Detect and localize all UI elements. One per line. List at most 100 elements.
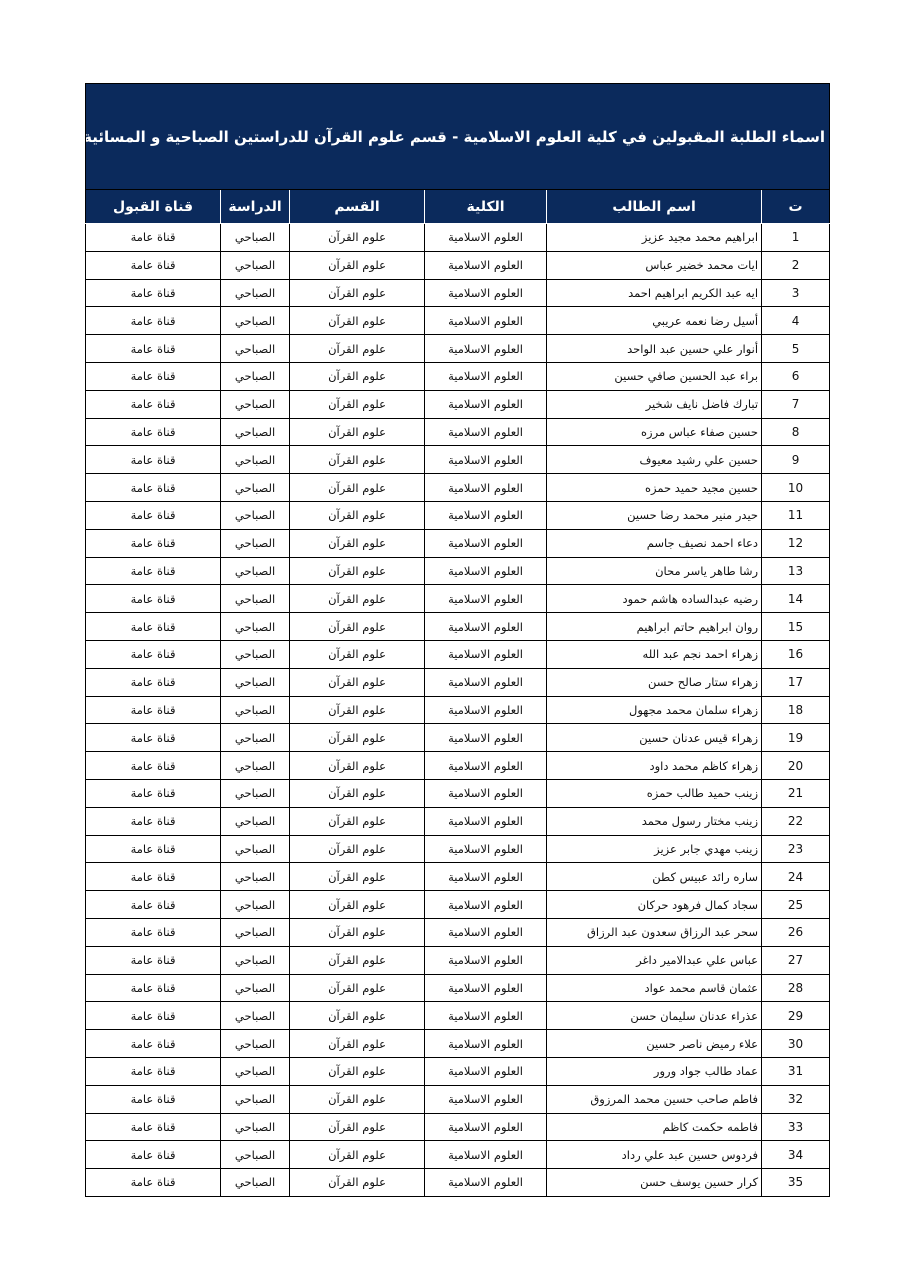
row-number-cell: 30	[761, 1029, 831, 1058]
admitted-students-document: اسماء الطلبة المقبولين في كلية العلوم ال…	[84, 83, 831, 1197]
table-row: 2 ايات محمد خضير عباس العلوم الاسلامية علوم…	[84, 250, 831, 280]
college-cell: العلوم الاسلامية	[424, 223, 548, 252]
study-type-cell: الصباحي	[220, 1001, 291, 1031]
college-cell: العلوم الاسلامية	[424, 667, 548, 697]
admission-channel-cell: قناة عامة	[84, 556, 222, 586]
student-name-cell: دعاء احمد نصيف جاسم	[546, 528, 763, 558]
study-type-cell: الصباحي	[220, 361, 291, 391]
study-type-cell: الصباحي	[220, 612, 291, 641]
student-name-cell: زهراء احمد نجم عبد الله	[546, 639, 763, 669]
row-number-cell: 28	[761, 973, 831, 1003]
college-cell: العلوم الاسلامية	[424, 751, 548, 780]
table-row: 25 سجاد كمال فرهود حركان العلوم الاسلامية ع…	[84, 890, 831, 919]
table-row: 16 زهراء احمد نجم عبد الله العلوم الاسلامي…	[84, 639, 831, 669]
college-cell: العلوم الاسلامية	[424, 278, 548, 308]
column-header-study: الدراسة	[220, 189, 291, 224]
admission-channel-cell: قناة عامة	[84, 973, 222, 1003]
college-cell: العلوم الاسلامية	[424, 306, 548, 336]
college-cell: العلوم الاسلامية	[424, 973, 548, 1003]
study-type-cell: الصباحي	[220, 445, 291, 475]
student-name-cell: زينب مهدي جابر عزيز	[546, 834, 763, 864]
study-type-cell: الصباحي	[220, 250, 291, 280]
department-cell: علوم القرآن	[289, 1084, 426, 1114]
row-number-cell: 6	[761, 361, 831, 391]
department-cell: علوم القرآن	[289, 223, 426, 252]
row-number-cell: 26	[761, 917, 831, 947]
student-name-cell: عباس علي عبدالامير داغر	[546, 945, 763, 975]
admission-channel-cell: قناة عامة	[84, 862, 222, 892]
admission-channel-cell: قناة عامة	[84, 695, 222, 725]
admission-channel-cell: قناة عامة	[84, 334, 222, 363]
table-row: 28 عثمان قاسم محمد عواد العلوم الاسلامية عل…	[84, 973, 831, 1003]
student-name-cell: ساره رائد عبيس كطن	[546, 862, 763, 892]
department-cell: علوم القرآن	[289, 1112, 426, 1142]
admission-channel-cell: قناة عامة	[84, 667, 222, 697]
student-name-cell: فردوس حسين عبد علي رداد	[546, 1140, 763, 1170]
study-type-cell: الصباحي	[220, 556, 291, 586]
college-cell: العلوم الاسلامية	[424, 1084, 548, 1114]
college-cell: العلوم الاسلامية	[424, 1001, 548, 1031]
study-type-cell: الصباحي	[220, 806, 291, 836]
table-row: 1 ابراهيم محمد مجيد عزيز العلوم الاسلامية ع…	[84, 223, 831, 252]
college-cell: العلوم الاسلامية	[424, 778, 548, 808]
college-cell: العلوم الاسلامية	[424, 1140, 548, 1170]
department-cell: علوم القرآن	[289, 890, 426, 919]
table-row: 29 عذراء عدنان سليمان حسن العلوم الاسلامية…	[84, 1001, 831, 1031]
study-type-cell: الصباحي	[220, 473, 291, 502]
student-name-cell: رشا طاهر ياسر محان	[546, 556, 763, 586]
row-number-cell: 7	[761, 389, 831, 419]
college-cell: العلوم الاسلامية	[424, 250, 548, 280]
department-cell: علوم القرآن	[289, 306, 426, 336]
student-name-cell: فاطمه حكمت كاظم	[546, 1112, 763, 1142]
student-name-cell: زهراء سلمان محمد مجهول	[546, 695, 763, 725]
row-number-cell: 12	[761, 528, 831, 558]
student-name-cell: ايه عبد الكريم ابراهيم احمد	[546, 278, 763, 308]
row-number-cell: 15	[761, 612, 831, 641]
row-number-cell: 5	[761, 334, 831, 363]
college-cell: العلوم الاسلامية	[424, 945, 548, 975]
admission-channel-cell: قناة عامة	[84, 1168, 222, 1197]
student-name-cell: سحر عبد الرزاق سعدون عبد الرزاق	[546, 917, 763, 947]
table-row: 7 تبارك فاضل نايف شخير العلوم الاسلامية علو…	[84, 389, 831, 419]
table-row: 32 فاطم صاحب حسين محمد المرزوق العلوم الاس…	[84, 1084, 831, 1114]
table-row: 11 حيدر منير محمد رضا حسين العلوم الاسلامي…	[84, 500, 831, 530]
college-cell: العلوم الاسلامية	[424, 361, 548, 391]
table-row: 34 فردوس حسين عبد علي رداد العلوم الاسلامي…	[84, 1140, 831, 1170]
admission-channel-cell: قناة عامة	[84, 389, 222, 419]
study-type-cell: الصباحي	[220, 1140, 291, 1170]
admission-channel-cell: قناة عامة	[84, 917, 222, 947]
admission-channel-cell: قناة عامة	[84, 639, 222, 669]
department-cell: علوم القرآن	[289, 584, 426, 614]
department-cell: علوم القرآن	[289, 806, 426, 836]
table-row: 15 روان ابراهيم حاتم ابراهيم العلوم الاسلا…	[84, 612, 831, 641]
department-cell: علوم القرآن	[289, 1001, 426, 1031]
department-cell: علوم القرآن	[289, 389, 426, 419]
row-number-cell: 20	[761, 751, 831, 780]
department-cell: علوم القرآن	[289, 361, 426, 391]
admission-channel-cell: قناة عامة	[84, 445, 222, 475]
student-name-cell: سجاد كمال فرهود حركان	[546, 890, 763, 919]
table-row: 9 حسين علي رشيد معيوف العلوم الاسلامية علوم…	[84, 445, 831, 475]
admission-channel-cell: قناة عامة	[84, 473, 222, 502]
department-cell: علوم القرآن	[289, 778, 426, 808]
department-cell: علوم القرآن	[289, 278, 426, 308]
study-type-cell: الصباحي	[220, 417, 291, 447]
row-number-cell: 23	[761, 834, 831, 864]
student-name-cell: رضيه عبدالساده هاشم حمود	[546, 584, 763, 614]
department-cell: علوم القرآن	[289, 528, 426, 558]
study-type-cell: الصباحي	[220, 834, 291, 864]
department-cell: علوم القرآن	[289, 556, 426, 586]
admission-channel-cell: قناة عامة	[84, 723, 222, 753]
row-number-cell: 34	[761, 1140, 831, 1170]
admission-channel-cell: قناة عامة	[84, 806, 222, 836]
department-cell: علوم القرآن	[289, 473, 426, 502]
student-name-cell: زينب حميد طالب حمزه	[546, 778, 763, 808]
department-cell: علوم القرآن	[289, 1056, 426, 1086]
column-header-college: الكلية	[424, 189, 548, 224]
admission-channel-cell: قناة عامة	[84, 1001, 222, 1031]
student-name-cell: عماد طالب جواد ورور	[546, 1056, 763, 1086]
table-row: 12 دعاء احمد نصيف جاسم العلوم الاسلامية علو…	[84, 528, 831, 558]
department-cell: علوم القرآن	[289, 834, 426, 864]
college-cell: العلوم الاسلامية	[424, 834, 548, 864]
row-number-cell: 2	[761, 250, 831, 280]
